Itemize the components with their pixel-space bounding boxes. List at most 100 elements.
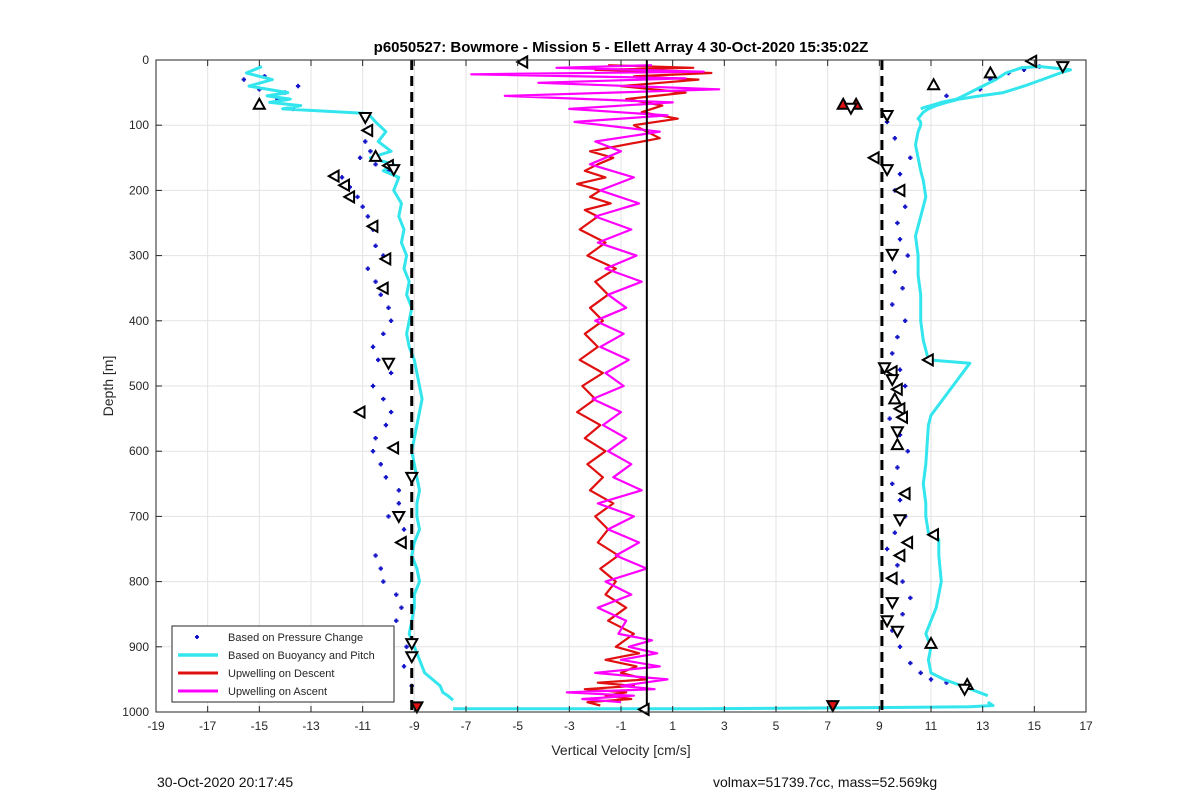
pressure-point <box>378 462 383 467</box>
x-tick-label: 13 <box>976 719 990 733</box>
pressure-point <box>388 318 394 323</box>
triangle-marker-up <box>923 635 939 649</box>
y-tick-label: 1000 <box>122 705 149 719</box>
pressure-point <box>295 83 301 89</box>
legend-label: Based on Buoyancy and Pitch <box>228 650 375 662</box>
triangle-marker-down <box>1055 61 1070 75</box>
triangle-marker-left <box>897 486 911 501</box>
pressure-point <box>918 670 923 676</box>
y-tick-label: 200 <box>129 183 149 197</box>
x-tick-label: -1 <box>616 719 627 733</box>
x-tick-label: 9 <box>876 719 883 733</box>
pressure-point <box>370 344 376 350</box>
triangle-marker-left <box>375 281 389 296</box>
pressure-point <box>908 660 913 666</box>
pressure-point <box>357 155 363 160</box>
legend: Based on Pressure Change Based on Buoyanc… <box>171 625 395 703</box>
pressure-point <box>892 530 898 535</box>
triangle-marker-up <box>887 391 902 405</box>
pressure-point <box>370 383 376 389</box>
pressure-point <box>355 194 360 200</box>
triangle-marker-left <box>884 571 898 586</box>
triangle-marker-left <box>866 150 880 165</box>
pressure-point <box>378 566 383 571</box>
pressure-point <box>396 488 402 493</box>
pressure-point <box>401 664 407 669</box>
triangle-marker-left <box>900 535 914 550</box>
triangle-marker-down <box>885 597 900 611</box>
pressure-point <box>378 292 383 297</box>
pressure-point <box>360 204 365 209</box>
upwelling-descent-line <box>576 64 713 707</box>
triangle-marker-left <box>892 401 906 416</box>
upwelling-lines <box>470 64 721 707</box>
legend-label: Based on Pressure Change <box>228 632 363 644</box>
triangle-marker-left <box>892 183 906 198</box>
triangle-marker-up <box>983 65 998 79</box>
triangle-marker-down <box>879 615 895 629</box>
x-tick-label: 3 <box>721 719 728 733</box>
buoyancy-line-segment <box>453 700 995 711</box>
triangle-marker-down <box>386 164 401 178</box>
pressure-point <box>890 351 895 356</box>
pressure-point <box>900 579 905 584</box>
pressure-point <box>399 605 404 610</box>
x-tick-label: -15 <box>251 719 269 733</box>
pressure-point <box>373 243 378 249</box>
triangle-marker-up <box>252 96 267 110</box>
pressure-point <box>892 269 898 275</box>
triangle-marker-left <box>326 168 340 184</box>
ticks: -19 -17 -15 -13 -11 -9 -7 -5 -3 -1 1 3 5 7 9 11 13 15 1701… <box>122 53 1093 733</box>
y-tick-label: 800 <box>129 575 149 589</box>
legend-swatch-points <box>195 635 199 639</box>
triangle-marker-down <box>890 625 905 639</box>
triangle-marker-down <box>404 638 419 652</box>
pressure-point <box>897 237 903 242</box>
pressure-point <box>339 175 345 180</box>
y-tick-label: 500 <box>129 379 149 393</box>
pressure-point <box>892 136 898 141</box>
pressure-point <box>381 331 386 337</box>
triangle-marker-down <box>843 102 859 116</box>
pressure-point <box>905 449 910 454</box>
triangle-marker-up <box>890 437 905 451</box>
x-tick-label: 15 <box>1028 719 1042 733</box>
y-tick-label: 400 <box>129 314 149 328</box>
buoyancy-line-segment <box>244 65 455 702</box>
triangle-marker-left <box>926 527 939 542</box>
x-tick-label: -5 <box>512 719 523 733</box>
y-tick-label: 100 <box>129 118 149 132</box>
pressure-point <box>895 334 900 340</box>
x-tick-label: -11 <box>354 719 371 733</box>
triangle-marker-left <box>889 382 903 397</box>
pressure-point <box>895 563 900 568</box>
triangle-marker-left <box>352 404 366 420</box>
triangle-marker-left <box>360 123 374 138</box>
pressure-point <box>394 592 399 597</box>
pressure-point <box>890 302 895 307</box>
y-axis-label: Depth [m] <box>100 356 116 417</box>
footer-timestamp: 30-Oct-2020 20:17:45 <box>157 774 294 790</box>
pressure-point <box>905 253 910 258</box>
pressure-point <box>890 481 895 486</box>
pressure-point <box>368 149 373 154</box>
pressure-point <box>900 612 905 617</box>
pressure-point <box>388 370 394 376</box>
legend-label: Upwelling on Descent <box>228 668 334 680</box>
x-tick-label: -7 <box>461 719 472 733</box>
pressure-point <box>908 595 913 601</box>
pressure-point <box>401 527 407 532</box>
triangle-marker-left <box>920 352 934 368</box>
x-tick-label: -9 <box>409 719 420 733</box>
x-tick-label: -19 <box>147 719 165 733</box>
triangle-marker-down <box>358 112 373 125</box>
pressure-point <box>381 396 386 402</box>
pressure-point <box>404 644 409 649</box>
triangle-marker-left <box>515 54 529 70</box>
pressure-point <box>365 214 371 219</box>
triangle-marker-down <box>825 700 840 714</box>
triangle-marker-up <box>368 148 383 162</box>
pressure-point <box>363 139 368 144</box>
triangle-marker-down <box>877 362 892 376</box>
triangle-marker-down <box>890 426 905 440</box>
